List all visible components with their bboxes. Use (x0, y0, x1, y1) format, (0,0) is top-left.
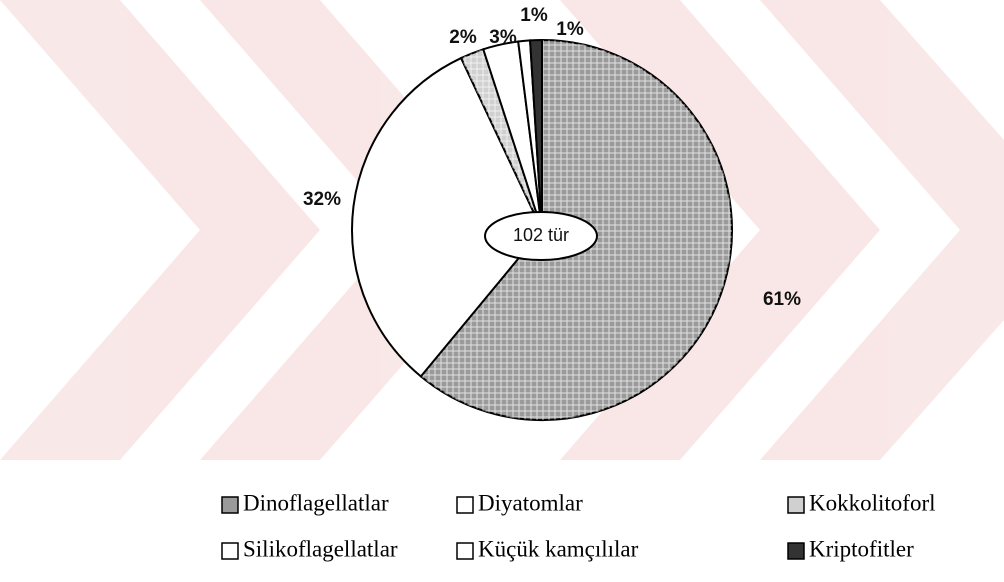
legend-swatch (221, 542, 239, 560)
data-label: 3% (489, 27, 517, 48)
data-label: 1% (520, 5, 548, 26)
legend-label: Diyatomlar (478, 490, 583, 515)
data-label: 2% (449, 27, 477, 48)
pie-slice (351, 56, 544, 378)
data-label: 61% (763, 289, 801, 310)
legend-label: Kokkolitoforl (809, 490, 936, 515)
legend-label: Dinoflagellatlar (243, 490, 389, 515)
data-label: 1% (556, 19, 584, 40)
center-label-box (484, 211, 598, 261)
legend: Dinoflagellatlar Diyatomlar Kokkolitoforl S… (221, 490, 936, 561)
legend-swatch (456, 542, 474, 560)
legend-swatch (456, 496, 474, 514)
legend-swatch (787, 542, 805, 560)
center-label: 102 tür (513, 225, 569, 245)
legend-swatch (787, 496, 805, 514)
legend-label: Silikoflagellatlar (243, 536, 398, 561)
legend-swatch (221, 496, 239, 514)
legend-label: Küçük kamçılılar (478, 536, 639, 561)
pie-slice (529, 38, 543, 231)
slice-texture (461, 49, 542, 231)
legend-label: Kriptofitler (809, 536, 914, 561)
data-label: 32% (303, 189, 341, 210)
